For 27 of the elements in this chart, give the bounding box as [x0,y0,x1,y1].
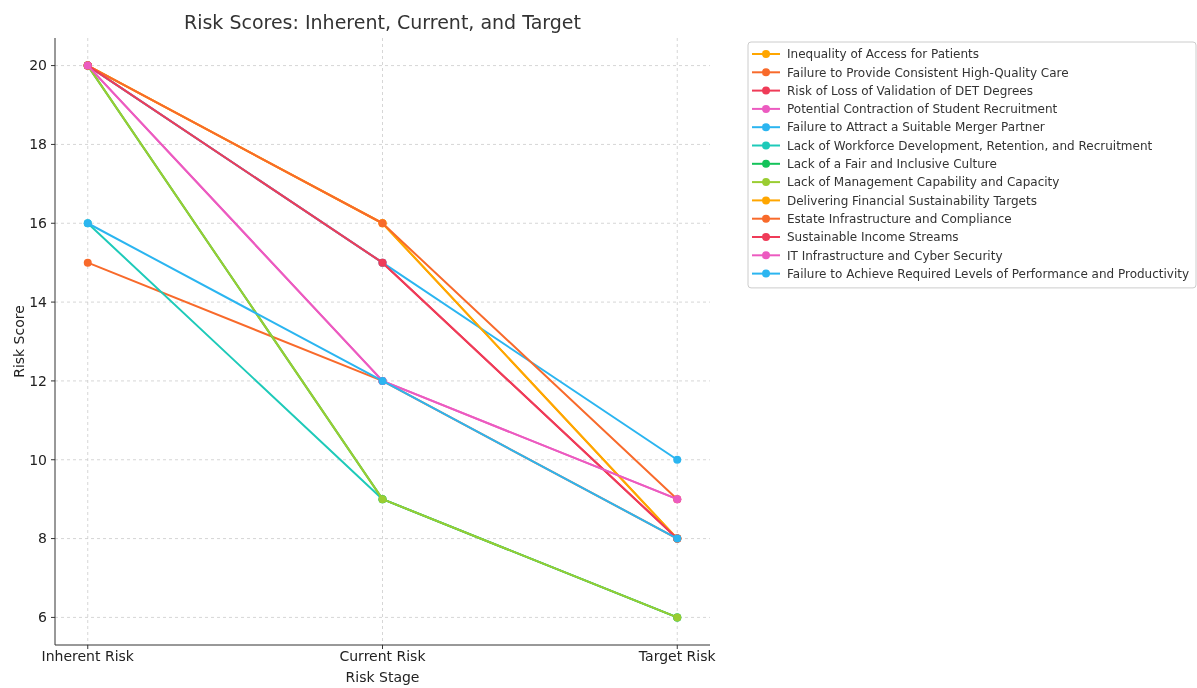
legend-label: Lack of Workforce Development, Retention, and Recruitment [787,138,1153,153]
y-tick-label: 20 [29,57,47,74]
legend-label: Failure to Attract a Suitable Merger Partner [787,120,1045,135]
legend-label: Potential Contraction of Student Recruitment [787,102,1058,117]
x-tick-label: Inherent Risk [41,648,135,664]
legend-label: Lack of Management Capability and Capacity [787,175,1060,190]
legend-label: IT Infrastructure and Cyber Security [787,248,1003,263]
legend-label: Failure to Provide Consistent High-Quality Care [787,65,1069,80]
chart-title: Risk Scores: Inherent, Current, and Target [183,11,582,33]
y-axis-title: Risk Score [11,305,27,378]
legend-label: Estate Infrastructure and Compliance [787,211,1012,226]
x-tick-label: Current Risk [339,648,427,664]
y-tick-label: 14 [29,293,48,310]
legend-label: Risk of Loss of Validation of DET Degrees [787,83,1033,98]
y-tick-label: 6 [38,609,48,626]
y-tick-label: 10 [29,451,47,468]
x-axis-title: Risk Stage [345,669,420,685]
legend-label: Failure to Achieve Required Levels of Performance and Productivity [787,266,1190,281]
legend-label: Sustainable Income Streams [787,230,959,245]
legend-label: Inequality of Access for Patients [787,47,980,62]
x-tick-label: Target Risk [637,648,717,664]
y-tick-label: 16 [29,215,48,232]
legend-label: Delivering Financial Sustainability Targets [787,193,1037,208]
legend-label: Lack of a Fair and Inclusive Culture [787,157,997,171]
y-tick-label: 18 [29,136,47,153]
y-tick-label: 8 [38,530,47,547]
y-tick-label: 12 [29,372,47,389]
